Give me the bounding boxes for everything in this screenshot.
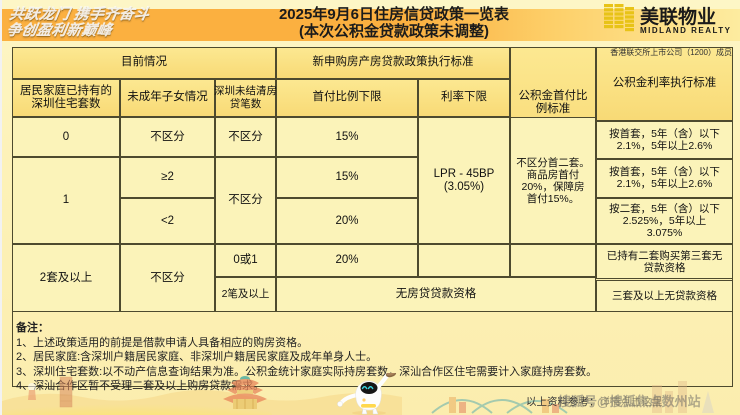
svg-text:MIDLAND REALTY: MIDLAND REALTY bbox=[640, 26, 732, 35]
svg-text:美联物业: 美联物业 bbox=[640, 5, 716, 28]
